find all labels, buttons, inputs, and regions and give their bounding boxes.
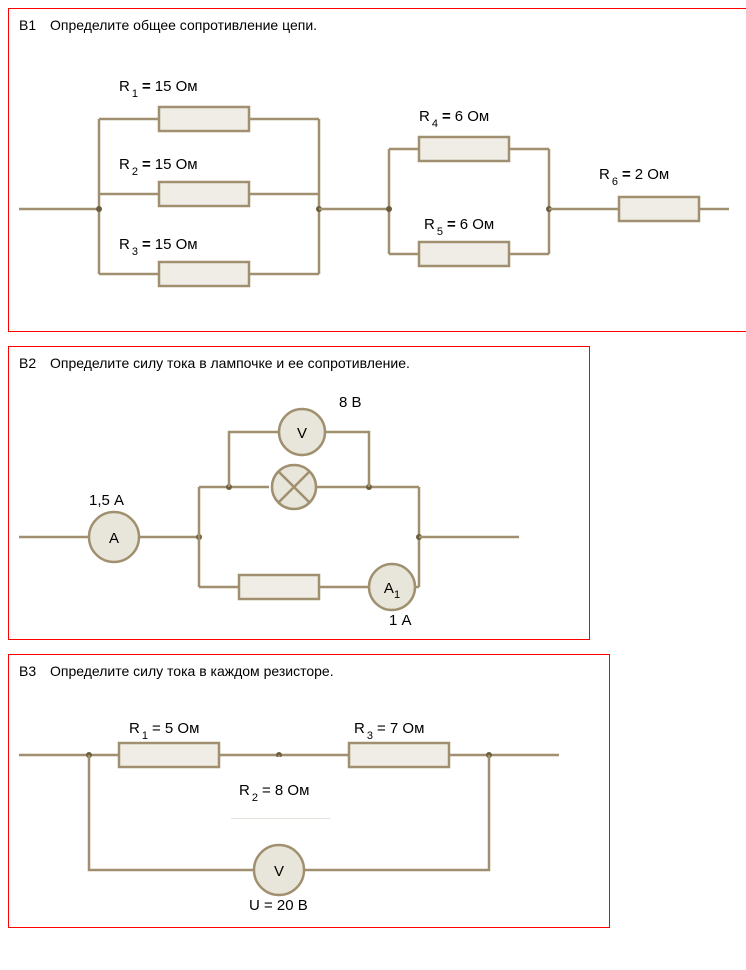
problem-b3: В3 Определите силу тока в каждом резисто… bbox=[8, 654, 610, 928]
svg-text:R4=6 Ом: R4=6 Ом bbox=[419, 108, 489, 130]
svg-text:R2=15 Ом: R2=15 Ом bbox=[119, 156, 198, 178]
svg-text:R6=2 Ом: R6=2 Ом bbox=[599, 166, 669, 188]
problem-b2: В2 Определите силу тока в лампочке и ее … bbox=[8, 346, 590, 640]
svg-text:R1= 5 Ом: R1= 5 Ом bbox=[129, 720, 199, 742]
problem-b2-text: Определите силу тока в лампочке и ее соп… bbox=[50, 355, 410, 371]
problem-b3-num: В3 bbox=[19, 663, 36, 679]
svg-text:R1=15 Ом: R1=15 Ом bbox=[119, 78, 198, 100]
problem-b1: В1 Определите общее сопротивление цепи. bbox=[8, 8, 746, 332]
circuit-b1: R1=15 Ом R2=15 Ом R3=15 Ом R4=6 Ом R5=6 … bbox=[19, 39, 729, 319]
voltmeter-b3-label: V bbox=[274, 863, 284, 880]
problem-b3-title: В3 Определите силу тока в каждом резисто… bbox=[19, 663, 599, 679]
voltmeter-reading: 8 В bbox=[339, 394, 362, 411]
circuit-b3: V U = 20 В R1= 5 Ом R2= 8 Ом R3= 7 Ом bbox=[19, 685, 579, 915]
problem-b2-num: В2 bbox=[19, 355, 36, 371]
problem-b3-text: Определите силу тока в каждом резисторе. bbox=[50, 663, 334, 679]
svg-text:R3= 7 Ом: R3= 7 Ом bbox=[354, 720, 424, 742]
voltage-u: U = 20 В bbox=[249, 897, 308, 914]
r1-name: R bbox=[119, 78, 130, 95]
problem-b1-num: В1 bbox=[19, 17, 36, 33]
svg-text:R5=6 Ом: R5=6 Ом bbox=[424, 216, 494, 238]
ammeter-a1-label: A bbox=[384, 580, 394, 597]
ammeter-a-label: A bbox=[109, 530, 119, 547]
problem-b2-title: В2 Определите силу тока в лампочке и ее … bbox=[19, 355, 579, 371]
problem-b1-title: В1 Определите общее сопротивление цепи. bbox=[19, 17, 743, 33]
voltmeter-label: V bbox=[297, 425, 307, 442]
svg-text:R3=15 Ом: R3=15 Ом bbox=[119, 236, 198, 258]
problem-b1-text: Определите общее сопротивление цепи. bbox=[50, 17, 317, 33]
circuit-b2: A 1,5 А V 8 В A1 1 А bbox=[19, 377, 559, 627]
ammeter-a-reading: 1,5 А bbox=[89, 492, 124, 509]
ammeter-a1-reading: 1 А bbox=[389, 612, 412, 627]
